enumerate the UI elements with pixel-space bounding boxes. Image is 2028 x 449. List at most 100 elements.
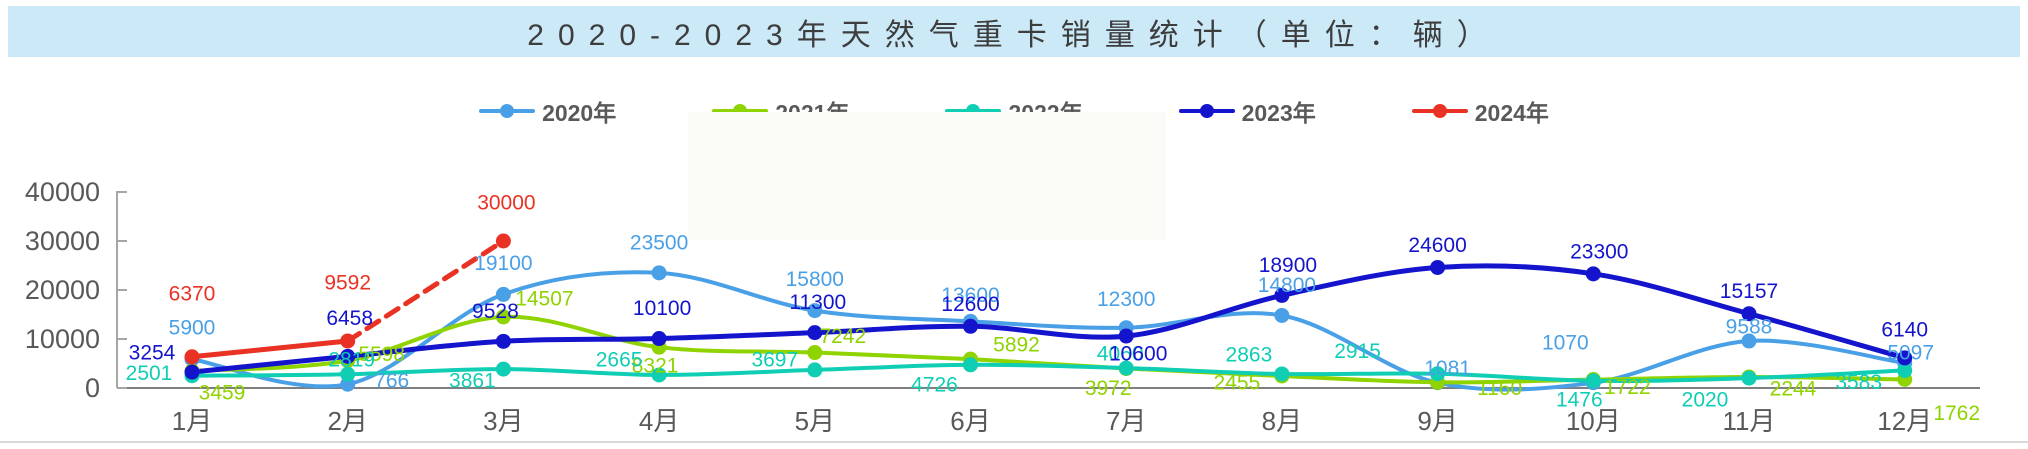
value-label-2022年-6月: 4726 — [911, 373, 958, 396]
value-label-2020年-5月: 15800 — [786, 268, 844, 291]
data-point-2024年-3月[interactable] — [495, 233, 511, 249]
value-label-2022年-8月: 2863 — [1226, 343, 1273, 366]
value-label-2024年-2月: 9592 — [324, 271, 371, 294]
y-axis-tick-label: 20000 — [25, 275, 100, 305]
data-point-2020年-5月[interactable] — [807, 303, 823, 319]
data-point-2023年-4月[interactable] — [651, 331, 667, 347]
value-label-2021年-8月: 2455 — [1214, 371, 1261, 394]
value-label-2023年-10月: 23300 — [1570, 240, 1628, 263]
value-label-2020年-10月: 1070 — [1542, 331, 1589, 354]
data-point-2022年-5月[interactable] — [807, 362, 823, 378]
value-label-2020年-2月: 766 — [374, 370, 409, 393]
value-label-2024年-1月: 6370 — [169, 282, 216, 305]
data-point-2023年-7月[interactable] — [1118, 328, 1134, 344]
x-axis-month-label: 1月 — [172, 406, 212, 436]
data-point-2024年-2月[interactable] — [340, 333, 356, 349]
value-label-2022年-12月: 3583 — [1835, 371, 1882, 394]
value-label-2020年-4月: 23500 — [630, 231, 688, 254]
data-point-2020年-3月[interactable] — [495, 286, 511, 302]
series-line-2023年 — [189, 263, 1908, 375]
value-label-2022年-11月: 2020 — [1682, 389, 1729, 412]
chart-title: 2020-2023年天然气重卡销量统计（单位：辆） — [527, 18, 1501, 52]
value-label-2021年-3月: 14507 — [515, 287, 573, 310]
data-point-2023年-10月[interactable] — [1585, 266, 1601, 282]
value-label-2021年-1月: 3459 — [199, 382, 246, 405]
data-point-2022年-4月[interactable] — [651, 367, 667, 383]
value-label-2022年-4月: 2665 — [596, 348, 643, 371]
value-label-2022年-5月: 3697 — [751, 348, 798, 371]
data-point-2022年-3月[interactable] — [495, 361, 511, 377]
data-point-2020年-8月[interactable] — [1274, 307, 1290, 323]
value-label-2022年-7月: 4060 — [1097, 343, 1144, 366]
value-label-2020年-8月: 14800 — [1258, 274, 1316, 297]
data-point-2022年-10月[interactable] — [1585, 373, 1601, 389]
value-label-2021年-11月: 2244 — [1770, 378, 1817, 401]
watermark-area — [688, 112, 1166, 240]
legend-label: 2020年 — [542, 100, 617, 126]
value-label-2022年-1月: 2501 — [126, 362, 173, 385]
data-point-2022年-6月[interactable] — [963, 357, 978, 373]
x-axis-month-label: 3月 — [483, 406, 523, 436]
data-point-2023年-1月[interactable] — [184, 364, 200, 380]
data-point-2020年-4月[interactable] — [651, 265, 667, 281]
legend-item-2023年[interactable]: 2023年 — [1178, 94, 1316, 128]
value-label-2021年-4月: 8321 — [632, 355, 679, 378]
value-label-2023年-8月: 18900 — [1259, 254, 1317, 277]
data-point-2023年-11月[interactable] — [1741, 306, 1757, 322]
data-point-2023年-3月[interactable] — [495, 333, 511, 349]
value-label-2021年-12月: 1762 — [1933, 402, 1980, 425]
data-point-2023年-5月[interactable] — [807, 325, 823, 341]
value-label-2022年-2月: 2819 — [328, 349, 375, 372]
data-point-2020年-11月[interactable] — [1741, 333, 1757, 349]
x-axis-month-label: 6月 — [950, 406, 990, 436]
data-point-2022年-12月[interactable] — [1897, 362, 1913, 378]
value-label-2023年-5月: 11300 — [789, 291, 846, 314]
value-label-2022年-10月: 1476 — [1556, 388, 1603, 411]
value-label-2021年-5月: 7242 — [819, 325, 866, 348]
value-label-2023年-9月: 24600 — [1408, 234, 1466, 257]
value-label-2021年-2月: 5598 — [358, 343, 405, 366]
x-axis-month-label: 2月 — [327, 406, 367, 436]
data-point-2023年-12月[interactable] — [1897, 350, 1913, 366]
value-label-2023年-6月: 12600 — [941, 293, 999, 316]
data-point-2022年-8月[interactable] — [1274, 366, 1290, 382]
value-label-2021年-10月: 1722 — [1604, 376, 1651, 399]
value-label-2020年-6月: 13600 — [941, 284, 999, 307]
page-bottom-divider — [0, 441, 2028, 443]
data-point-2021年-5月[interactable] — [807, 345, 823, 361]
data-point-2024年-1月[interactable] — [184, 349, 200, 365]
value-label-2021年-7月: 3972 — [1085, 377, 1132, 400]
data-point-2021年-3月[interactable] — [495, 309, 511, 325]
data-point-2023年-8月[interactable] — [1274, 287, 1290, 303]
value-label-2022年-3月: 3861 — [449, 370, 496, 393]
value-label-2022年-9月: 2915 — [1334, 340, 1381, 363]
value-label-2021年-9月: 1160 — [1477, 377, 1522, 400]
value-label-2020年-12月: 5097 — [1887, 342, 1934, 365]
legend-item-2020年[interactable]: 2020年 — [479, 94, 616, 128]
legend-item-2024年[interactable]: 2024年 — [1411, 94, 1549, 128]
value-label-2023年-4月: 10100 — [633, 297, 691, 320]
data-point-2022年-7月[interactable] — [1118, 360, 1134, 376]
value-label-2020年-11月: 9588 — [1726, 316, 1773, 339]
legend-line-dot-icon — [1411, 103, 1468, 119]
data-point-2022年-2月[interactable] — [340, 366, 356, 382]
data-point-2022年-9月[interactable] — [1430, 366, 1446, 382]
x-axis-month-label: 5月 — [795, 406, 835, 436]
series-line-2024年-forecast — [345, 238, 506, 344]
value-label-2020年-1月: 5900 — [169, 317, 216, 340]
x-axis-month-label: 12月 — [1877, 406, 1932, 436]
value-label-2021年-6月: 5892 — [993, 334, 1040, 357]
data-point-2023年-9月[interactable] — [1430, 259, 1446, 275]
data-point-2023年-2月[interactable] — [340, 348, 356, 364]
legend-line-dot-icon — [479, 103, 536, 119]
x-axis-month-label: 8月 — [1262, 406, 1302, 436]
data-point-2023年-6月[interactable] — [963, 318, 978, 334]
x-axis-month-label: 10月 — [1566, 406, 1621, 436]
series-line-2024年-actual — [189, 338, 351, 360]
value-label-2023年-7月: 10600 — [1109, 343, 1167, 366]
data-point-2022年-11月[interactable] — [1741, 370, 1757, 386]
value-label-2023年-3月: 9528 — [472, 300, 519, 323]
y-axis-tick-label: 40000 — [25, 177, 100, 207]
value-label-2024年-3月: 30000 — [477, 192, 535, 215]
